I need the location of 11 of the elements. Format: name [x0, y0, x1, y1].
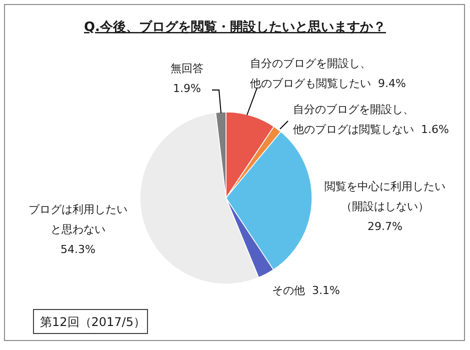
slice-label: その他 3.1%	[272, 284, 340, 297]
slice-label: ブログは利用したいと思わない	[28, 203, 128, 236]
chart-title: Q.今後、ブログを閲覧・開設したいと思いますか？	[84, 19, 386, 35]
slice-label: 自分のブログを開設し、他のブログも閲覧したい 9.4%	[250, 57, 406, 90]
data-label: 1.9%	[173, 82, 201, 95]
slice-label: 閲覧を中心に利用したい（開設はしない）	[324, 180, 446, 213]
data-label: 54.3%	[60, 243, 96, 256]
data-label: 29.7%	[368, 220, 402, 233]
slice-label: 自分のブログを開設し、他のブログは閲覧しない 1.6%	[293, 103, 449, 136]
text: 第12回（2017/5）	[40, 315, 146, 329]
slice-label: 無回答	[170, 62, 204, 75]
